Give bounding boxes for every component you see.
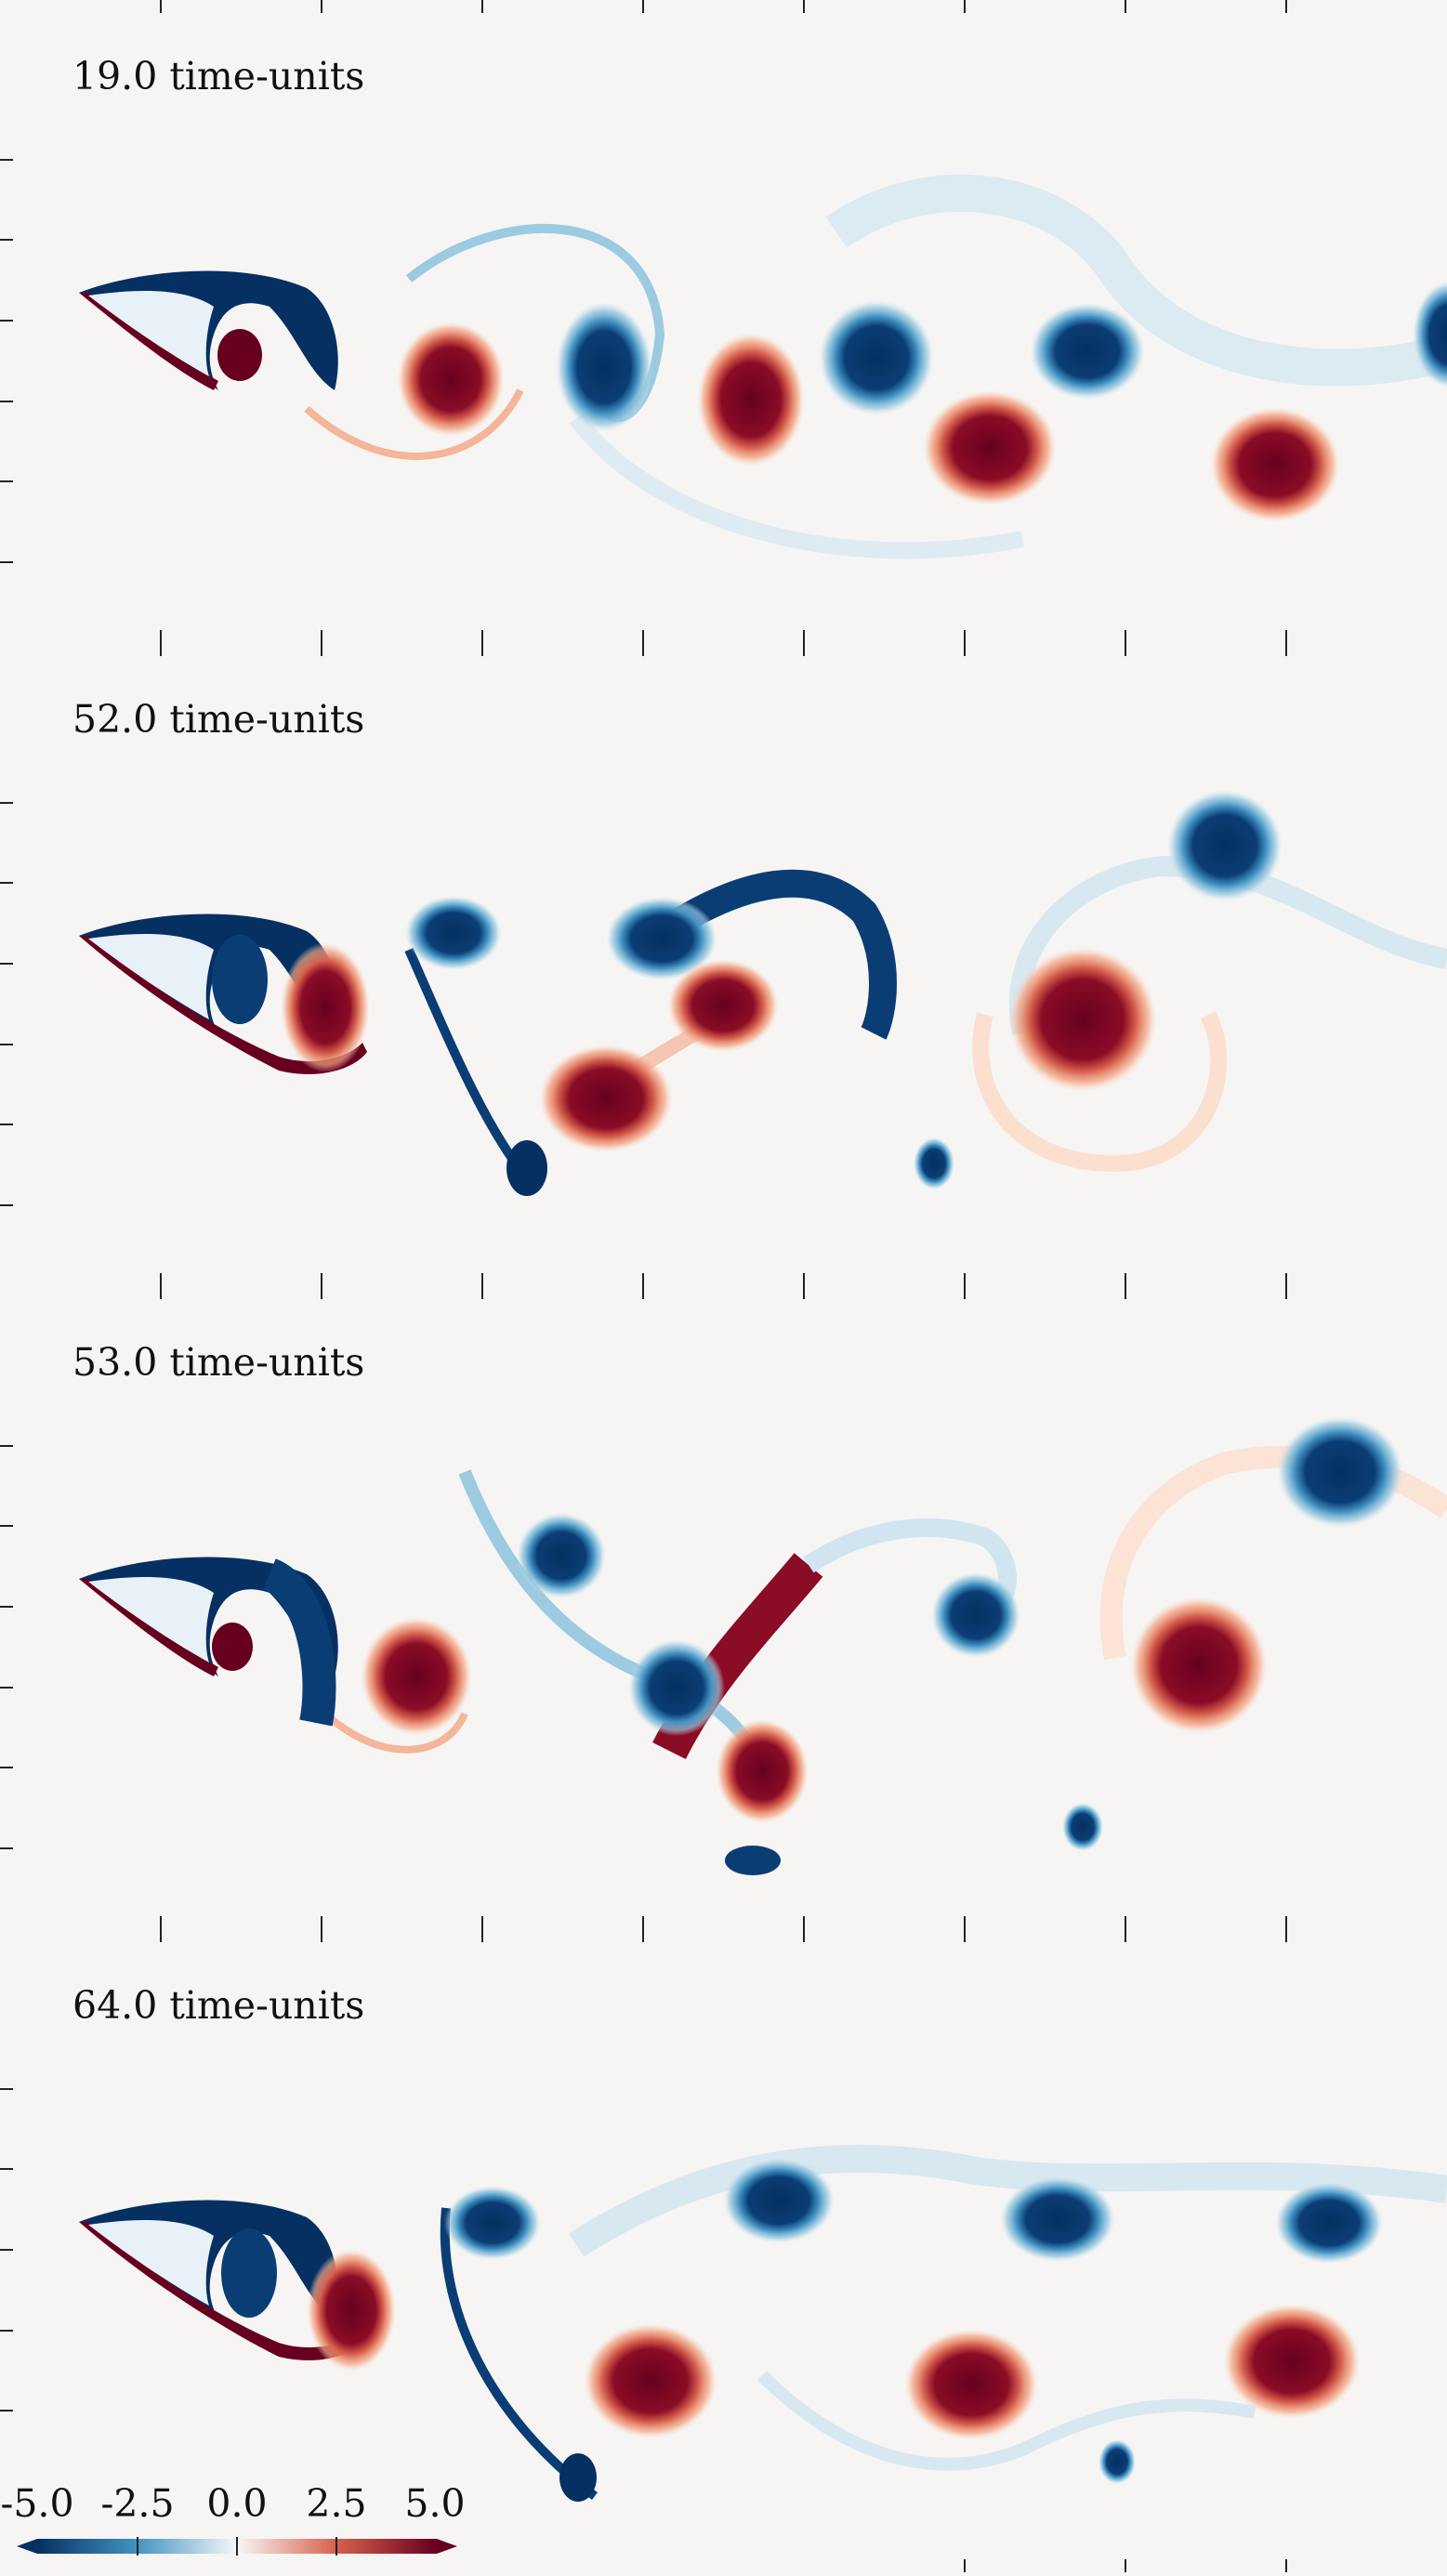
vortex-negative <box>931 1572 1020 1658</box>
shear-filament <box>757 2371 1256 2471</box>
vortex-negative <box>1167 790 1283 901</box>
vortex-negative <box>1000 2176 1115 2262</box>
colorbar-tick-label: 2.5 <box>306 2481 367 2526</box>
attached-vortex-negative <box>212 935 268 1024</box>
vortex-positive <box>1223 2304 1361 2419</box>
vortex-negative <box>628 1639 725 1736</box>
axis-ticks <box>0 1286 1287 1929</box>
colorbar-extend-max <box>437 2539 457 2554</box>
vortex-negative <box>444 2186 541 2260</box>
vortex-positive <box>1210 407 1340 522</box>
vortex-positive <box>281 942 370 1072</box>
colorbar-bar <box>17 2537 457 2556</box>
airfoil-interior <box>88 1577 214 1663</box>
vortex-positive <box>361 1617 472 1736</box>
airfoil-shear-layer-blue <box>79 270 338 390</box>
airfoil-shear-layer-red <box>79 293 218 390</box>
vortex-positive <box>716 1719 809 1823</box>
vortex-positive <box>667 959 779 1052</box>
shear-filament <box>1008 855 1447 1036</box>
vortex-negative <box>1413 281 1447 388</box>
vortex-negative <box>517 1513 606 1598</box>
vortex-positive <box>1130 1597 1268 1734</box>
shear-filament <box>458 1469 769 1772</box>
vortex-negative <box>1098 2439 1136 2484</box>
colorbar-tick-label: 5.0 <box>404 2481 466 2526</box>
colorbar-tick-label: -2.5 <box>100 2481 175 2526</box>
vorticity-panel-19: 19.0 time-units <box>0 0 1447 643</box>
vorticity-panel-52: 52.0 time-units <box>0 643 1447 1286</box>
attached-vortex-positive <box>217 329 262 381</box>
time-label: 53.0 time-units <box>72 1340 365 1385</box>
shear-filament <box>642 869 897 1040</box>
shear-filament <box>972 1010 1228 1173</box>
colorbar <box>0 2472 483 2572</box>
time-label: 52.0 time-units <box>72 697 365 742</box>
vorticity-panel-64: 64.0 time-units <box>0 1929 1447 2572</box>
vortex-positive <box>397 322 505 437</box>
vortex-positive <box>697 333 805 467</box>
vortex-negative <box>606 897 717 980</box>
vortex-positive <box>904 2329 1038 2440</box>
airfoil-shear-layer-red <box>79 1579 218 1676</box>
colorbar-extend-min <box>17 2539 37 2554</box>
vortex-negative <box>1277 1416 1403 1528</box>
time-label: 19.0 time-units <box>72 54 365 99</box>
shear-filament <box>568 2145 1447 2257</box>
axis-ticks <box>0 643 1287 1286</box>
vortex-positive <box>307 2249 396 2372</box>
vortex-positive <box>923 390 1057 506</box>
axis-ticks <box>0 0 1287 643</box>
colorbar-tick-label: 0.0 <box>206 2481 268 2526</box>
axis-ticks <box>0 1929 1287 2572</box>
vortex-negative <box>819 300 934 415</box>
vortex-positive <box>1008 947 1157 1092</box>
vortex-negative <box>1275 2182 1383 2264</box>
vortex-negative <box>725 1846 781 1875</box>
shear-filament <box>440 2207 599 2500</box>
vortex-negative <box>506 1140 547 1196</box>
attached-vortex-negative <box>221 2228 277 2318</box>
vorticity-panel-53: 53.0 time-units <box>0 1286 1447 1929</box>
shear-filament <box>825 174 1447 387</box>
vortex-negative <box>405 896 502 970</box>
shear-filament <box>569 413 1024 559</box>
shear-filament <box>304 388 524 460</box>
vortex-positive <box>539 1045 673 1152</box>
airfoil-shear-layer-blue <box>79 2200 338 2320</box>
vortex-negative <box>1030 303 1145 400</box>
vortex-negative <box>559 2453 597 2502</box>
airfoil-interior <box>88 934 214 1019</box>
airfoil-interior <box>88 2220 214 2306</box>
vorticity-field <box>0 1929 1447 2572</box>
vorticity-field <box>0 0 1447 643</box>
airfoil-interior <box>88 291 214 376</box>
vorticity-field <box>0 643 1447 1286</box>
vortex-negative <box>556 302 652 432</box>
vortex-positive <box>584 2323 717 2438</box>
vortex-negative <box>723 2158 835 2243</box>
colorbar-tick-label: -5.0 <box>0 2481 74 2526</box>
shear-filament <box>261 1558 336 1727</box>
vortex-negative <box>914 1137 954 1189</box>
attached-vortex-positive <box>212 1623 253 1671</box>
vortex-negative <box>1062 1803 1103 1851</box>
time-label: 64.0 time-units <box>72 1983 365 2028</box>
shear-filament <box>404 947 533 1186</box>
vorticity-field <box>0 1286 1447 1929</box>
